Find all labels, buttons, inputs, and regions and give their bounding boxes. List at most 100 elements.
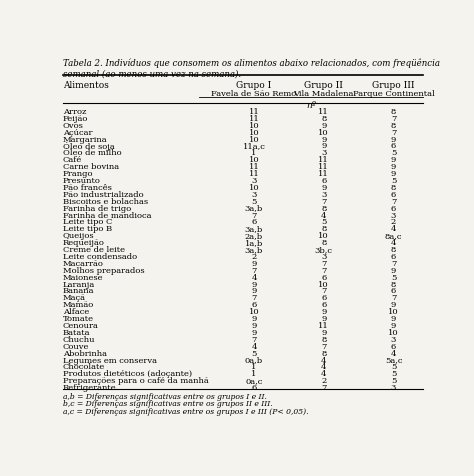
Text: Alface: Alface: [63, 307, 89, 316]
Text: 11: 11: [248, 108, 259, 116]
Text: 9: 9: [251, 287, 256, 295]
Text: Farinha de mandioca: Farinha de mandioca: [63, 211, 151, 219]
Text: Batata: Batata: [63, 328, 91, 336]
Text: 10: 10: [388, 307, 399, 316]
Text: 3: 3: [251, 190, 256, 198]
Text: 10: 10: [319, 232, 329, 240]
Text: 6: 6: [251, 301, 256, 308]
Text: 3a,b: 3a,b: [245, 246, 263, 254]
Text: Tomate: Tomate: [63, 315, 94, 322]
Text: 7: 7: [391, 197, 396, 205]
Text: 3: 3: [251, 177, 256, 185]
Text: 9: 9: [391, 163, 396, 171]
Text: Pão industrializado: Pão industrializado: [63, 190, 144, 198]
Text: Banana: Banana: [63, 287, 94, 295]
Text: 7: 7: [321, 266, 327, 274]
Text: 10: 10: [249, 307, 259, 316]
Text: 3: 3: [391, 335, 396, 343]
Text: 6: 6: [391, 342, 396, 350]
Text: Maçã: Maçã: [63, 294, 86, 302]
Text: 4: 4: [251, 342, 257, 350]
Text: 5: 5: [251, 349, 256, 357]
Text: 6: 6: [391, 142, 396, 150]
Text: 11: 11: [248, 170, 259, 178]
Text: Leite condensado: Leite condensado: [63, 252, 137, 260]
Text: nº: nº: [306, 100, 316, 109]
Text: 9: 9: [391, 170, 396, 178]
Text: 8: 8: [391, 183, 396, 191]
Text: 10: 10: [249, 156, 259, 164]
Text: 6: 6: [321, 301, 327, 308]
Text: 3: 3: [321, 149, 327, 157]
Text: Grupo I: Grupo I: [237, 81, 272, 90]
Text: 11: 11: [248, 115, 259, 123]
Text: 8: 8: [321, 335, 327, 343]
Text: 2: 2: [391, 218, 396, 226]
Text: Carne bovina: Carne bovina: [63, 163, 119, 171]
Text: 8: 8: [391, 108, 396, 116]
Text: 7: 7: [251, 211, 256, 219]
Text: Produtos dietéticos (adoçante): Produtos dietéticos (adoçante): [63, 369, 192, 377]
Text: 2: 2: [321, 377, 327, 385]
Text: b,c = Diferenças significativas entre os grupos II e III.: b,c = Diferenças significativas entre os…: [63, 399, 273, 407]
Text: Biscoitos e bolachas: Biscoitos e bolachas: [63, 197, 148, 205]
Text: 9: 9: [251, 315, 256, 322]
Text: 4: 4: [251, 273, 257, 281]
Text: 7: 7: [321, 342, 327, 350]
Text: 11: 11: [248, 163, 259, 171]
Text: 0a,b: 0a,b: [245, 356, 263, 364]
Text: 4: 4: [391, 349, 396, 357]
Text: Açúcar: Açúcar: [63, 129, 92, 136]
Text: Frango: Frango: [63, 170, 93, 178]
Text: 3: 3: [321, 252, 327, 260]
Text: Maionese: Maionese: [63, 273, 103, 281]
Text: Molhos preparados: Molhos preparados: [63, 266, 145, 274]
Text: 5a,c: 5a,c: [385, 356, 402, 364]
Text: 9: 9: [391, 301, 396, 308]
Text: Refrigerante: Refrigerante: [63, 383, 117, 391]
Text: Farinha de trigo: Farinha de trigo: [63, 204, 131, 212]
Text: 8: 8: [321, 204, 327, 212]
Text: 10: 10: [249, 183, 259, 191]
Text: 5: 5: [391, 273, 396, 281]
Text: a,c = Diferenças significativas entre os grupos I e III (P< 0,05).: a,c = Diferenças significativas entre os…: [63, 407, 309, 415]
Text: 5: 5: [391, 363, 396, 371]
Text: 8: 8: [391, 280, 396, 288]
Text: 11a,c: 11a,c: [243, 142, 265, 150]
Text: 10: 10: [249, 121, 259, 129]
Text: 11: 11: [319, 170, 329, 178]
Text: 7: 7: [251, 335, 256, 343]
Text: 9: 9: [391, 156, 396, 164]
Text: 1: 1: [251, 369, 256, 377]
Text: Leite tipo C: Leite tipo C: [63, 218, 112, 226]
Text: Presunto: Presunto: [63, 177, 101, 185]
Text: 5: 5: [391, 377, 396, 385]
Text: 11: 11: [319, 321, 329, 329]
Text: 10: 10: [319, 129, 329, 136]
Text: 6: 6: [391, 204, 396, 212]
Text: Mamão: Mamão: [63, 301, 94, 308]
Text: Laranja: Laranja: [63, 280, 95, 288]
Text: 9: 9: [321, 183, 327, 191]
Text: 9: 9: [251, 328, 256, 336]
Text: Requeijão: Requeijão: [63, 238, 105, 247]
Text: Margarina: Margarina: [63, 135, 108, 143]
Text: 11: 11: [319, 108, 329, 116]
Text: 1: 1: [251, 149, 256, 157]
Text: 3: 3: [391, 211, 396, 219]
Text: 6: 6: [391, 190, 396, 198]
Text: 7: 7: [391, 115, 396, 123]
Text: Café: Café: [63, 156, 82, 164]
Text: 9: 9: [391, 321, 396, 329]
Text: 9: 9: [251, 259, 256, 268]
Text: Vila Madalena: Vila Madalena: [293, 89, 354, 98]
Text: 2a,b: 2a,b: [245, 232, 263, 240]
Text: 8: 8: [321, 238, 327, 247]
Text: 0a,c: 0a,c: [245, 377, 263, 385]
Text: Alimentos: Alimentos: [63, 81, 109, 90]
Text: 5: 5: [321, 218, 327, 226]
Text: 8: 8: [321, 349, 327, 357]
Text: Queijos: Queijos: [63, 232, 94, 240]
Text: 11: 11: [319, 163, 329, 171]
Text: 9: 9: [391, 135, 396, 143]
